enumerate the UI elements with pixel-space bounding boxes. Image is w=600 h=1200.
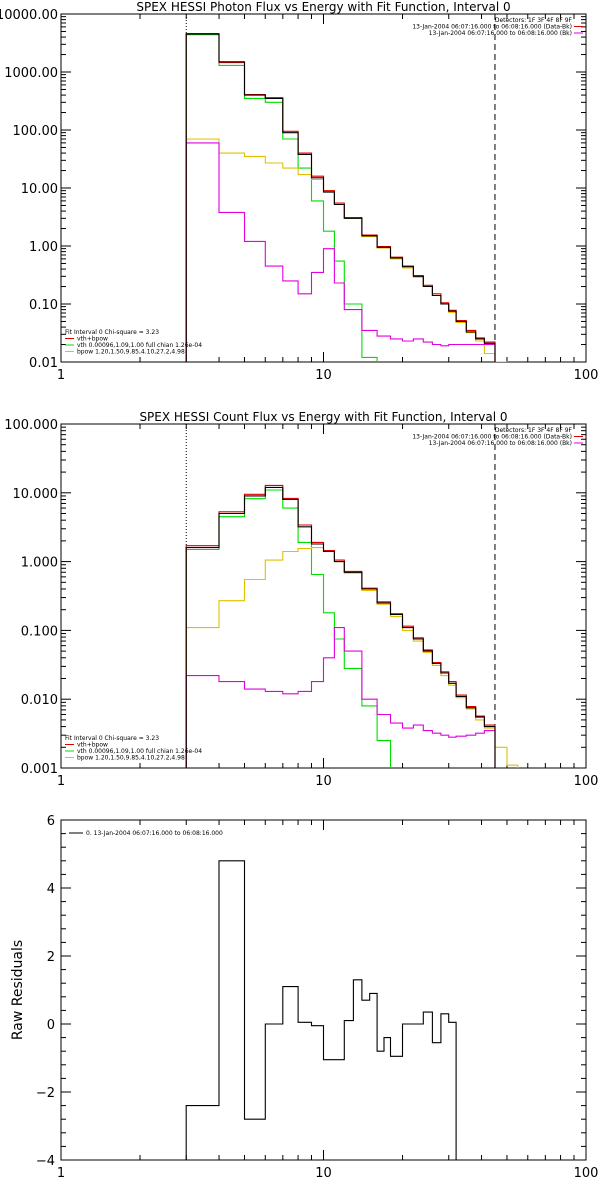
x-tick-label: 10 [315, 774, 332, 789]
y-tick-label: 100.00 [13, 124, 59, 139]
y-tick-label: 10.00 [21, 182, 58, 197]
series-line-4 [185, 138, 508, 362]
chart-panel-2: SPEX HESSI Count Flux vs Energy with Fit… [4, 410, 598, 789]
y-tick-label: 0.001 [21, 762, 58, 777]
x-axis: 1 10 100 [57, 820, 599, 1181]
series-group [185, 33, 508, 362]
series-line-3 [185, 34, 378, 362]
series-group [185, 860, 457, 1160]
fit-line: vth+bpow [77, 742, 108, 749]
x-tick-label: 1 [57, 368, 65, 383]
series-line-1 [185, 860, 457, 1160]
fit-line: vth+bpow [77, 336, 108, 343]
info-line: Detectors: 1F 3F 4F 8F 9F [495, 427, 573, 434]
x-tick-label: 10 [315, 1166, 332, 1181]
y-tick-label: 10000.00 [0, 8, 58, 23]
y-tick-label: 1000.00 [4, 66, 58, 81]
fit-line: Fit Interval 0 Chi-square = 3.23 [65, 735, 159, 742]
y-tick-label: 4 [47, 882, 55, 897]
series-group [185, 484, 519, 768]
x-tick-label: 10 [315, 368, 332, 383]
fit-line: Fit Interval 0 Chi-square = 3.23 [65, 329, 159, 336]
y-axis: 0.001 0.010 0.100 1.000 10.000 100.000 [4, 418, 586, 777]
y-tick-label: −4 [36, 1154, 55, 1169]
info-line: 13-Jan-2004 06:07:16.000 to 06:08:16.000… [412, 24, 572, 31]
info-line: 13-Jan-2004 06:07:16.000 to 06:08:16.000… [429, 30, 572, 37]
fit-line: bpow 1.20,1.50,9.85,4.10,27.2,4.98 [77, 755, 185, 762]
series-line-5 [185, 627, 496, 768]
y-tick-label: 6 [47, 814, 55, 829]
y-tick-label: 0 [47, 1018, 55, 1033]
x-tick-label: 100 [574, 774, 599, 789]
legend-entry: 0. 13-Jan-2004 06:07:16.000 to 06:08:16.… [86, 830, 223, 837]
info-line: Detectors: 1F 3F 4F 8F 9F [495, 17, 573, 24]
x-tick-label: 100 [574, 1166, 599, 1181]
info-line: 13-Jan-2004 06:07:16.000 to 06:08:16.000… [412, 434, 572, 441]
chart-title: SPEX HESSI Count Flux vs Energy with Fit… [139, 410, 507, 424]
chart-panel-1: SPEX HESSI Photon Flux vs Energy with Fi… [0, 0, 598, 383]
series-line-5 [185, 142, 496, 362]
y-tick-label: 0.10 [29, 298, 58, 313]
y-tick-label: 1.00 [29, 240, 58, 255]
plot-frame [60, 819, 587, 1161]
series-line-2 [185, 484, 496, 768]
y-tick-label: 10.000 [13, 487, 59, 502]
y-axis: 0.01 0.10 1.00 10.00 100.00 1000.00 10000.00 [0, 8, 586, 371]
y-tick-label: 100.000 [4, 418, 58, 433]
chart-title: SPEX HESSI Photon Flux vs Energy with Fi… [136, 0, 510, 14]
series-line-4 [185, 547, 519, 768]
y-axis-label: Raw Residuals [10, 940, 26, 1040]
info-line: 13-Jan-2004 06:07:16.000 to 06:08:16.000… [429, 440, 572, 447]
fit-line: vth 0.00096,1.09,1.00 full chian 1.26e-0… [77, 342, 202, 349]
x-axis: 1 10 100 [57, 424, 599, 789]
fit-line: bpow 1.20,1.50,9.85,4.10,27.2,4.98 [77, 349, 185, 356]
y-tick-label: 0.010 [21, 693, 58, 708]
y-tick-label: 0.01 [29, 356, 58, 371]
x-tick-label: 1 [57, 1166, 65, 1181]
x-axis: 1 10 100 [57, 14, 599, 383]
y-tick-label: 0.100 [21, 624, 58, 639]
x-tick-label: 100 [574, 368, 599, 383]
series-line-1 [185, 33, 496, 362]
y-axis: −4 −2 0 2 4 6 [36, 814, 586, 1169]
series-line-2 [185, 33, 496, 362]
chart-panel-3: 1 10 100 −4 −2 0 2 4 6 Raw Residuals 0. 13-Jan-200… [10, 814, 598, 1181]
x-tick-label: 1 [57, 774, 65, 789]
y-tick-label: 1.000 [21, 556, 58, 571]
fit-line: vth 0.00096,1.09,1.00 full chian 1.26e-0… [77, 748, 202, 755]
y-tick-label: −2 [36, 1086, 55, 1101]
y-tick-label: 2 [47, 950, 55, 965]
series-line-1 [185, 486, 496, 768]
